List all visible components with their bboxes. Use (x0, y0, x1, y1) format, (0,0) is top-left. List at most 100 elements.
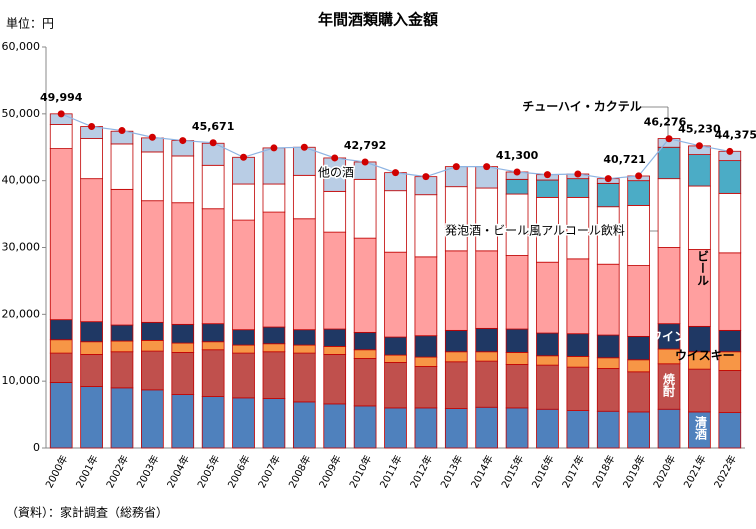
total-marker (635, 172, 643, 180)
bar-segment (80, 354, 103, 387)
x-tick-label: 2007年 (255, 453, 283, 490)
bar-segment (414, 407, 438, 449)
bar-segment (323, 190, 347, 233)
bar-segment (384, 336, 407, 356)
bar-segment (627, 180, 650, 206)
bar-segment (201, 208, 225, 325)
bar-segment (444, 329, 468, 353)
x-tick-label: 2015年 (498, 453, 526, 490)
x-tick-label: 2001年 (73, 453, 101, 490)
bar-segment (49, 319, 73, 341)
bar-segment (110, 324, 134, 342)
y-tick-label: 60,000 (2, 40, 41, 53)
bar-segment (353, 237, 377, 333)
x-tick-label: 2018年 (589, 453, 617, 490)
bar-segment (141, 339, 164, 352)
bar-segment (414, 335, 438, 358)
bar-segment (292, 218, 316, 331)
bar-segment (688, 154, 711, 187)
x-tick-label: 2020年 (650, 453, 678, 490)
bar-segment (475, 250, 499, 329)
bar-segment (171, 323, 195, 344)
bar-segment (627, 265, 650, 337)
bar-segment (414, 366, 438, 409)
total-label: 41,300 (496, 149, 539, 162)
y-tick-label: 30,000 (2, 241, 41, 254)
bar-segment (171, 202, 195, 325)
bar-segment (444, 408, 468, 449)
y-tick-label: 10,000 (2, 374, 41, 387)
bar-segment (505, 352, 529, 365)
bar-segment (262, 351, 286, 399)
bar-segment (566, 258, 590, 335)
bar-segment (80, 178, 103, 323)
bar-segment (688, 368, 711, 413)
bar-segment (596, 368, 620, 412)
bar-segment (292, 174, 316, 220)
x-tick-label: 2000年 (42, 453, 70, 490)
x-tick-label: 2011年 (377, 453, 405, 490)
bar-segment (110, 351, 134, 389)
bar-segment (232, 329, 255, 346)
bar-segment (171, 352, 195, 395)
total-label: 44,375 (715, 128, 756, 141)
bar-segment (323, 231, 347, 330)
bar-segment (718, 160, 742, 194)
bar-segment (353, 331, 377, 351)
bar-segment (505, 328, 529, 353)
total-marker (270, 144, 278, 152)
total-marker (726, 147, 734, 155)
bar-segment (323, 403, 347, 449)
bar-segment (262, 326, 286, 345)
total-marker (695, 142, 703, 150)
x-tick-label: 2022年 (711, 453, 739, 490)
bar-segment (353, 358, 377, 407)
x-tick-label: 2013年 (437, 453, 465, 490)
total-label: 42,792 (344, 139, 386, 152)
bar-segment (444, 186, 468, 252)
bar-segment (141, 350, 164, 391)
bar-segment (201, 349, 225, 397)
total-marker (88, 123, 96, 131)
bar-segment (627, 335, 650, 361)
bar-segment (262, 343, 286, 353)
bar-segment (262, 211, 286, 328)
bar-segment (627, 359, 650, 373)
y-tick-label: 0 (33, 441, 40, 454)
bar-segment (566, 178, 590, 198)
bar-segment (292, 401, 316, 449)
total-marker (148, 133, 156, 141)
bar-segment (49, 352, 73, 383)
bar-segment (657, 408, 681, 449)
total-label: 46,276 (644, 116, 687, 129)
bar-segment (262, 147, 286, 185)
bar-segment (384, 354, 407, 363)
total-marker (665, 135, 673, 143)
bar-segment (596, 263, 620, 336)
total-marker (392, 169, 399, 177)
bar-segment (232, 219, 255, 331)
total-marker (574, 170, 582, 178)
bar-segment (414, 256, 438, 337)
bar-segment (232, 183, 255, 221)
unit-label: 単位：円 (6, 16, 54, 31)
bar-segment (49, 148, 73, 321)
series-label: ビール (696, 250, 710, 286)
bar-segment (323, 328, 347, 347)
series-label: チューハイ・カクテル (522, 100, 642, 114)
bar-segment (596, 182, 620, 208)
bar-segment (718, 192, 742, 254)
bar-segment (110, 188, 134, 326)
total-label: 40,721 (603, 153, 645, 166)
total-marker (179, 137, 187, 145)
bar-segment (536, 261, 559, 334)
bar-segment (505, 178, 529, 195)
series-label: 他の酒 (318, 166, 354, 180)
bar-segment (80, 386, 103, 449)
x-tick-label: 2002年 (103, 453, 131, 490)
bar-segment (688, 185, 711, 250)
total-marker (118, 127, 126, 135)
series-label: ウイスキー (675, 349, 735, 363)
bar-segment (232, 352, 255, 399)
